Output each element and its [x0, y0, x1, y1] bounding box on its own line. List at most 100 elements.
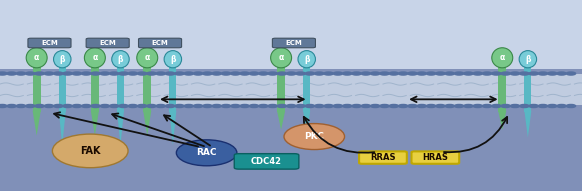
Circle shape: [249, 72, 258, 75]
Circle shape: [510, 104, 520, 108]
Circle shape: [203, 104, 212, 108]
Text: α: α: [499, 53, 505, 62]
Circle shape: [44, 72, 54, 75]
Circle shape: [315, 72, 324, 75]
Circle shape: [464, 72, 473, 75]
Circle shape: [408, 72, 417, 75]
Circle shape: [361, 72, 371, 75]
Circle shape: [520, 104, 529, 108]
Circle shape: [277, 104, 286, 108]
Circle shape: [268, 72, 277, 75]
Circle shape: [464, 104, 473, 108]
Circle shape: [417, 104, 427, 108]
Circle shape: [445, 72, 455, 75]
Circle shape: [296, 72, 306, 75]
FancyBboxPatch shape: [28, 38, 71, 48]
Circle shape: [436, 72, 445, 75]
Bar: [303, 67, 310, 112]
Circle shape: [399, 104, 408, 108]
Circle shape: [35, 104, 44, 108]
Ellipse shape: [492, 48, 513, 68]
Text: ECM: ECM: [286, 40, 302, 46]
Circle shape: [16, 104, 26, 108]
Bar: [498, 67, 506, 112]
Circle shape: [81, 104, 91, 108]
Circle shape: [128, 104, 137, 108]
Circle shape: [184, 72, 193, 75]
Polygon shape: [277, 111, 285, 130]
Bar: [169, 67, 176, 112]
Bar: [143, 67, 151, 112]
Polygon shape: [169, 111, 176, 145]
Circle shape: [240, 104, 249, 108]
Text: CDC42: CDC42: [251, 157, 282, 166]
Circle shape: [221, 72, 230, 75]
Circle shape: [63, 104, 72, 108]
FancyBboxPatch shape: [411, 151, 459, 164]
Bar: [524, 67, 531, 112]
Circle shape: [492, 104, 501, 108]
Bar: [0, 69, 582, 191]
Circle shape: [343, 104, 352, 108]
Circle shape: [315, 104, 324, 108]
Circle shape: [352, 104, 361, 108]
Text: β: β: [304, 55, 310, 64]
Circle shape: [7, 72, 16, 75]
Circle shape: [427, 72, 436, 75]
Circle shape: [175, 104, 184, 108]
Circle shape: [371, 104, 380, 108]
Circle shape: [175, 72, 184, 75]
Circle shape: [54, 104, 63, 108]
Circle shape: [529, 72, 538, 75]
Circle shape: [91, 72, 100, 75]
Circle shape: [147, 104, 156, 108]
Circle shape: [165, 104, 175, 108]
Text: RRAS: RRAS: [370, 153, 396, 162]
Circle shape: [16, 72, 26, 75]
Circle shape: [268, 104, 277, 108]
Circle shape: [7, 104, 16, 108]
Circle shape: [324, 72, 333, 75]
Circle shape: [63, 72, 72, 75]
Circle shape: [240, 72, 249, 75]
Ellipse shape: [519, 51, 537, 68]
Circle shape: [165, 72, 175, 75]
Circle shape: [230, 104, 240, 108]
Circle shape: [492, 72, 501, 75]
Circle shape: [44, 104, 54, 108]
FancyBboxPatch shape: [86, 38, 129, 48]
Bar: [91, 67, 99, 112]
Circle shape: [54, 72, 63, 75]
Polygon shape: [59, 111, 66, 145]
Circle shape: [482, 72, 492, 75]
FancyBboxPatch shape: [139, 38, 182, 48]
Text: HRAS: HRAS: [423, 153, 448, 162]
Text: α: α: [92, 53, 98, 62]
Circle shape: [212, 72, 221, 75]
Ellipse shape: [176, 140, 237, 166]
Circle shape: [100, 72, 109, 75]
Circle shape: [156, 72, 165, 75]
Circle shape: [380, 104, 389, 108]
Ellipse shape: [84, 48, 105, 68]
Circle shape: [436, 104, 445, 108]
Circle shape: [510, 72, 520, 75]
Circle shape: [277, 72, 286, 75]
Circle shape: [417, 72, 427, 75]
Circle shape: [184, 104, 193, 108]
Circle shape: [119, 72, 128, 75]
Circle shape: [566, 104, 576, 108]
Circle shape: [333, 72, 343, 75]
Circle shape: [119, 104, 128, 108]
Circle shape: [109, 72, 119, 75]
Polygon shape: [91, 111, 99, 136]
Circle shape: [26, 72, 35, 75]
Circle shape: [258, 104, 268, 108]
Circle shape: [324, 104, 333, 108]
Ellipse shape: [54, 51, 71, 68]
Circle shape: [249, 104, 258, 108]
Circle shape: [147, 72, 156, 75]
Text: ECM: ECM: [41, 40, 58, 46]
Text: α: α: [34, 53, 40, 62]
Circle shape: [371, 72, 380, 75]
